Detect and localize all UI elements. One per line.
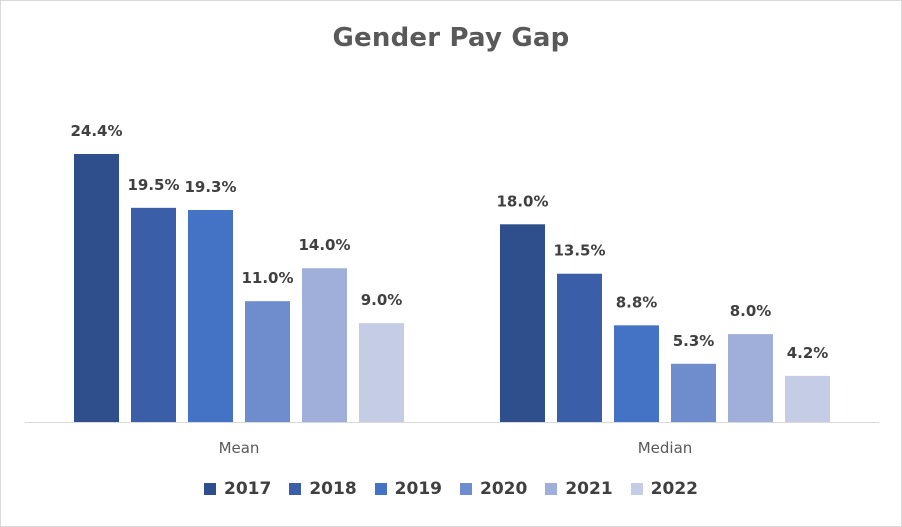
- bar-median-2020: [671, 363, 716, 422]
- legend-swatch-2020: [460, 483, 472, 495]
- bar-mean-2021: [302, 268, 347, 422]
- bar-mean-2018: [131, 207, 176, 422]
- legend-label-2020: 2020: [480, 479, 528, 499]
- data-label-mean-2017: 24.4%: [70, 122, 122, 140]
- bar-median-2017: [500, 224, 545, 422]
- data-label-median-2022: 4.2%: [787, 344, 829, 362]
- category-label-mean: Mean: [219, 439, 260, 457]
- legend-label-2022: 2022: [650, 479, 698, 499]
- data-label-median-2018: 13.5%: [553, 242, 605, 260]
- bar-median-2018: [557, 273, 602, 422]
- bar-mean-2017: [74, 154, 119, 422]
- legend-item-2022: 2022: [630, 479, 698, 499]
- chart-legend: 2017 2018 2019 2020 2021 2022: [1, 479, 901, 499]
- bar-median-2019: [614, 325, 659, 422]
- legend-item-2017: 2017: [204, 479, 271, 499]
- category-label-median: Median: [638, 439, 693, 457]
- legend-swatch-2019: [374, 483, 387, 495]
- data-label-mean-2020: 11.0%: [241, 269, 293, 287]
- bar-mean-2019: [188, 210, 233, 422]
- data-label-median-2021: 8.0%: [730, 302, 772, 320]
- legend-label-2017: 2017: [224, 479, 272, 499]
- legend-swatch-2022: [630, 483, 643, 495]
- data-label-median-2019: 8.8%: [616, 293, 658, 311]
- data-label-mean-2018: 19.5%: [127, 176, 179, 194]
- bar-mean-2020: [245, 301, 290, 422]
- legend-label-2018: 2018: [309, 479, 357, 499]
- legend-swatch-2017: [204, 483, 217, 495]
- legend-item-2018: 2018: [289, 479, 357, 499]
- bar-median-2021: [728, 334, 773, 422]
- legend-item-2019: 2019: [374, 479, 442, 499]
- data-label-mean-2022: 9.0%: [361, 291, 403, 309]
- data-label-mean-2021: 14.0%: [298, 236, 350, 254]
- legend-item-2020: 2020: [460, 479, 527, 499]
- chart-title: Gender Pay Gap: [332, 23, 570, 53]
- data-label-median-2020: 5.3%: [673, 332, 715, 350]
- legend-swatch-2018: [289, 483, 302, 495]
- legend-swatch-2021: [545, 483, 558, 495]
- bar-median-2022: [785, 375, 830, 422]
- bar-mean-2022: [359, 323, 404, 422]
- legend-label-2019: 2019: [394, 479, 442, 499]
- legend-item-2021: 2021: [545, 479, 613, 499]
- legend-label-2021: 2021: [565, 479, 613, 499]
- data-label-median-2017: 18.0%: [496, 192, 548, 210]
- data-label-mean-2019: 19.3%: [184, 178, 236, 196]
